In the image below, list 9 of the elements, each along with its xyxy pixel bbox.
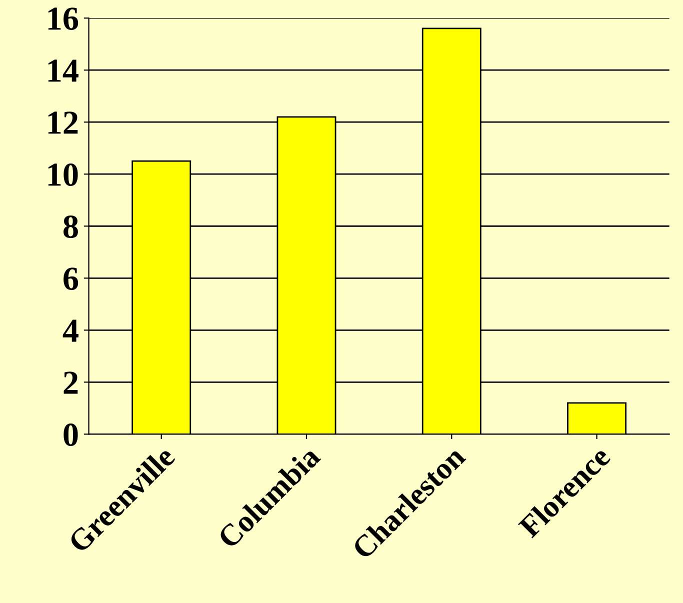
y-tick-label: 10 (48, 164, 78, 186)
y-tick-label: 16 (48, 8, 78, 30)
y-tick-label: 4 (62, 320, 78, 342)
y-tick-label: 14 (48, 60, 78, 82)
y-tick-label: 0 (64, 424, 78, 446)
y-tick-label: 2 (64, 372, 78, 394)
y-tick-label: 12 (48, 112, 78, 134)
y-tick-label: 8 (64, 216, 78, 238)
y-tick-label: 6 (64, 268, 78, 290)
